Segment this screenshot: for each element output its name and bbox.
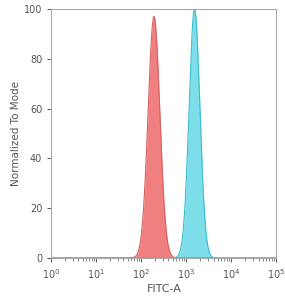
Y-axis label: Normalized To Mode: Normalized To Mode [11, 81, 21, 186]
X-axis label: FITC-A: FITC-A [146, 284, 181, 294]
